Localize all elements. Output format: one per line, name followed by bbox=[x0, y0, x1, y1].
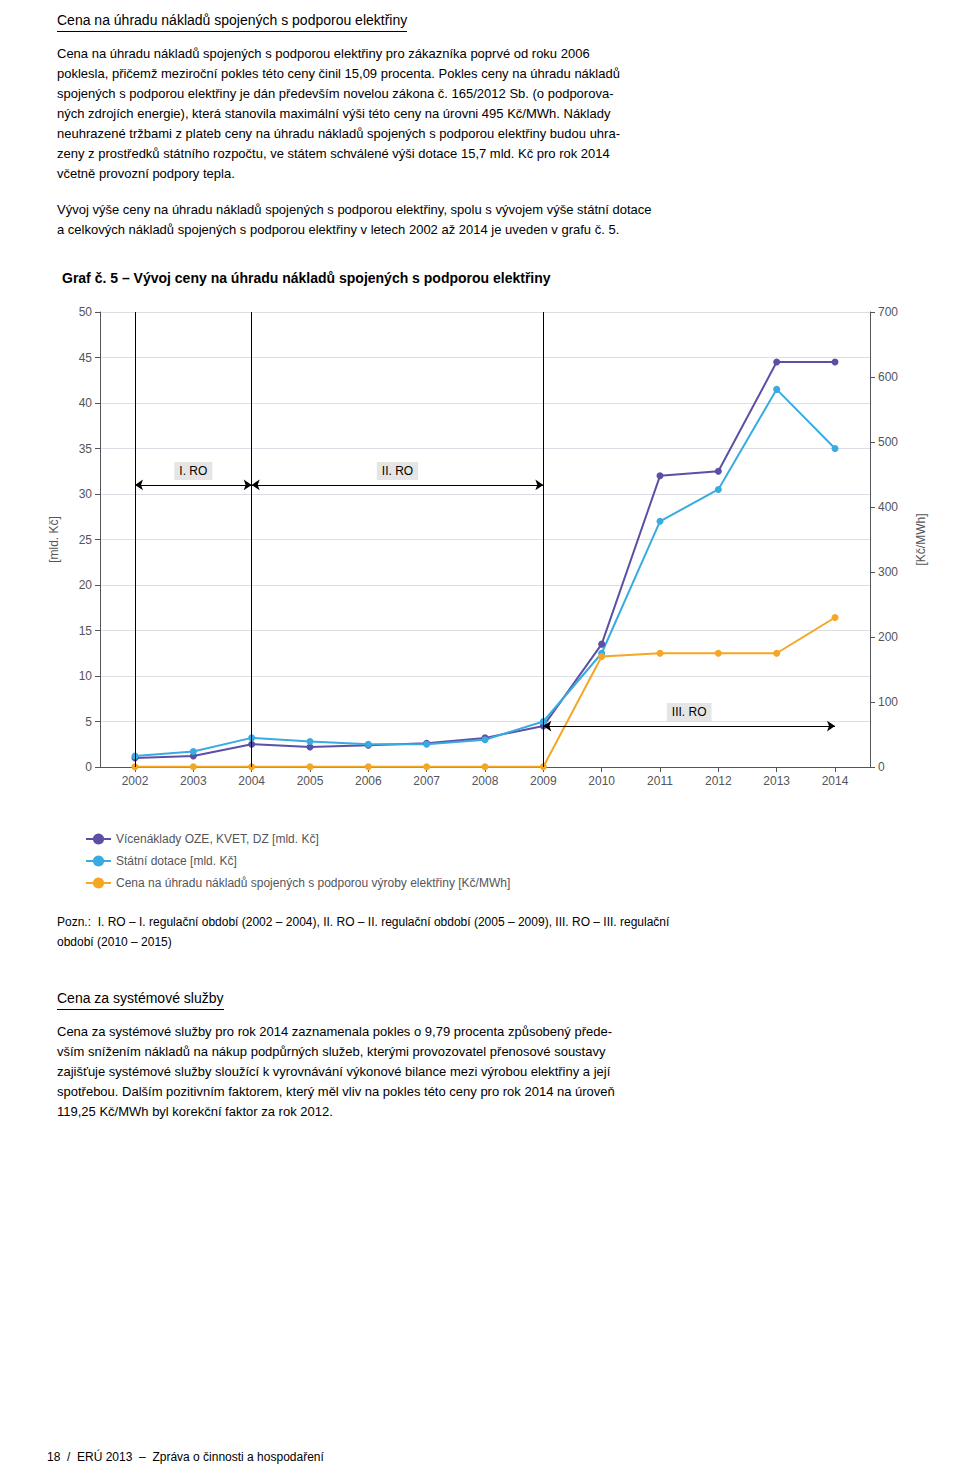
svg-text:10: 10 bbox=[79, 669, 93, 683]
html-text:Vývoj výše ceny na úhradu nákl: Vývoj výše ceny na úhradu nákladů spojen… bbox=[57, 202, 652, 217]
svg-text:2012: 2012 bbox=[705, 774, 732, 788]
svg-text:Státní dotace [mld. Kč]: Státní dotace [mld. Kč] bbox=[116, 854, 237, 868]
html-text:zajišťuje systémové služby slo: zajišťuje systémové služby sloužící k vy… bbox=[57, 1064, 611, 1079]
svg-text:II. RO: II. RO bbox=[382, 464, 413, 478]
html-text:Cena za systémové služby: Cena za systémové služby bbox=[57, 990, 224, 1006]
svg-text:2006: 2006 bbox=[355, 774, 382, 788]
svg-text:700: 700 bbox=[878, 305, 898, 319]
html-text:Pozn.: I. RO – I. regulační ob: Pozn.: I. RO – I. regulační období (2002… bbox=[57, 915, 670, 929]
svg-text:I. RO: I. RO bbox=[179, 464, 207, 478]
svg-text:2014: 2014 bbox=[822, 774, 849, 788]
html-text:spojených s podporou elektřiny: spojených s podporou elektřiny je dán př… bbox=[57, 86, 614, 101]
svg-text:2003: 2003 bbox=[180, 774, 207, 788]
svg-text:2008: 2008 bbox=[472, 774, 499, 788]
svg-text:III. RO: III. RO bbox=[672, 705, 707, 719]
html-text:119,25 Kč/MWh byl korekční fak: 119,25 Kč/MWh byl korekční faktor za rok… bbox=[57, 1104, 333, 1119]
svg-text:200: 200 bbox=[878, 630, 898, 644]
svg-text:2011: 2011 bbox=[647, 774, 673, 788]
html-text:neuhrazené tržbami z plateb ce: neuhrazené tržbami z plateb ceny na úhra… bbox=[57, 126, 620, 141]
svg-text:400: 400 bbox=[878, 500, 898, 514]
html-text:Cena na úhradu nákladů spojený: Cena na úhradu nákladů spojených s podpo… bbox=[57, 46, 590, 61]
svg-text:2004: 2004 bbox=[238, 774, 265, 788]
svg-text:15: 15 bbox=[79, 624, 93, 638]
svg-text:25: 25 bbox=[79, 533, 93, 547]
svg-text:0: 0 bbox=[878, 760, 885, 774]
svg-text:2007: 2007 bbox=[413, 774, 440, 788]
svg-text:50: 50 bbox=[79, 305, 93, 319]
html-text:poklesla, přičemž meziroční po: poklesla, přičemž meziroční pokles této … bbox=[57, 66, 620, 81]
svg-text:300: 300 bbox=[878, 565, 898, 579]
html-text:Cena za systémové služby pro r: Cena za systémové služby pro rok 2014 za… bbox=[57, 1024, 612, 1039]
html-text:spotřebou. Dalším pozitivním f: spotřebou. Dalším pozitivním faktorem, k… bbox=[57, 1084, 615, 1099]
html-text:zeny z prostředků státního roz: zeny z prostředků státního rozpočtu, ve … bbox=[57, 146, 610, 161]
svg-text:30: 30 bbox=[79, 487, 93, 501]
svg-text:20: 20 bbox=[79, 578, 93, 592]
html-text:18 / ERÚ 2013 – Zpráva o činno: 18 / ERÚ 2013 – Zpráva o činnosti a hosp… bbox=[47, 1450, 324, 1464]
svg-text:500: 500 bbox=[878, 435, 898, 449]
html-text:období (2010 – 2015): období (2010 – 2015) bbox=[57, 935, 172, 949]
svg-text:0: 0 bbox=[85, 760, 92, 774]
svg-text:2009: 2009 bbox=[530, 774, 557, 788]
svg-text:2005: 2005 bbox=[297, 774, 324, 788]
html-text:včetně provozní podpory tepla.: včetně provozní podpory tepla. bbox=[57, 166, 235, 181]
svg-text:600: 600 bbox=[878, 370, 898, 384]
svg-text:35: 35 bbox=[79, 442, 93, 456]
svg-text:Cena na úhradu nákladů spojený: Cena na úhradu nákladů spojených s podpo… bbox=[116, 876, 510, 890]
svg-text:[Kč/MWh]: [Kč/MWh] bbox=[914, 513, 928, 565]
svg-text:2010: 2010 bbox=[588, 774, 615, 788]
html-text:ných zdrojích energie), která: ných zdrojích energie), která stanovila … bbox=[57, 106, 611, 121]
html-text:a celkových nákladů spojených: a celkových nákladů spojených s podporou… bbox=[57, 222, 620, 237]
svg-text:Vícenáklady OZE, KVET, DZ [mld: Vícenáklady OZE, KVET, DZ [mld. Kč] bbox=[116, 832, 319, 846]
html-text:Cena na úhradu nákladů spojený: Cena na úhradu nákladů spojených s podpo… bbox=[57, 12, 408, 28]
svg-text:[mld. Kč]: [mld. Kč] bbox=[47, 516, 61, 563]
html-text:vším snížením nákladů na nákup: vším snížením nákladů na nákup podpůrnýc… bbox=[57, 1044, 606, 1059]
svg-text:Graf č. 5 – Vývoj ceny na úhra: Graf č. 5 – Vývoj ceny na úhradu nákladů… bbox=[62, 270, 551, 286]
svg-text:40: 40 bbox=[79, 396, 93, 410]
svg-text:45: 45 bbox=[79, 351, 93, 365]
svg-text:100: 100 bbox=[878, 695, 898, 709]
svg-text:2013: 2013 bbox=[763, 774, 790, 788]
svg-text:2002: 2002 bbox=[122, 774, 149, 788]
svg-text:5: 5 bbox=[85, 715, 92, 729]
